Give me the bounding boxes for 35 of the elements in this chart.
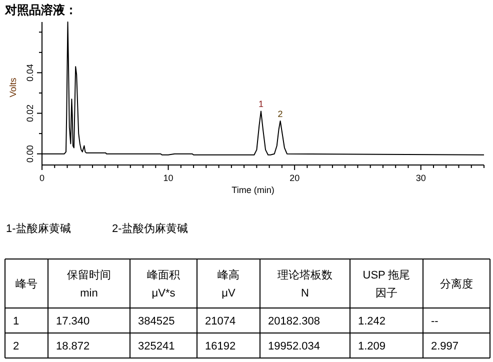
chart-title: 对照品溶液： [4,3,77,17]
annotation: 2 [278,108,283,119]
text: 峰面积 μV*s [147,270,180,300]
y-axis-title: Volts [8,77,18,98]
text: 17.340 [56,316,90,328]
text: USP 拖尾因子 [362,270,410,300]
y-tick-label: 0.02 [25,104,35,122]
text: 2.997 [431,340,459,352]
x-tick-label: 20 [290,173,300,183]
text: 1.209 [358,340,386,352]
text: 保留时间 min [67,268,111,300]
text: 325241 [138,340,175,352]
text: 1 [13,316,20,328]
text: 理论塔板数 N [278,268,332,300]
y-tick-label: 0.00 [25,145,35,163]
text: 1.242 [358,316,386,328]
x-axis-title: Time (min) [232,185,274,195]
text: 峰号 [16,278,38,290]
text: 1-盐酸麻黄碱 [6,222,71,235]
text: 峰高 μV [218,268,240,300]
text: 分离度 [440,278,473,290]
text: 19952.034 [268,340,320,352]
text: 16192 [205,340,236,352]
text: 384525 [138,316,175,328]
text: 2-盐酸伪麻黄碱 [112,222,188,235]
text: 21074 [205,316,236,328]
annotation: 1 [258,99,264,110]
text: 2 [13,340,20,352]
text: -- [431,316,439,328]
x-tick-label: 0 [39,173,45,183]
x-tick-label: 30 [416,173,426,183]
text: 18.872 [56,340,90,352]
x-tick-label: 10 [163,173,174,183]
y-tick-label: 0.04 [25,64,35,82]
text: 20182.308 [268,316,320,328]
